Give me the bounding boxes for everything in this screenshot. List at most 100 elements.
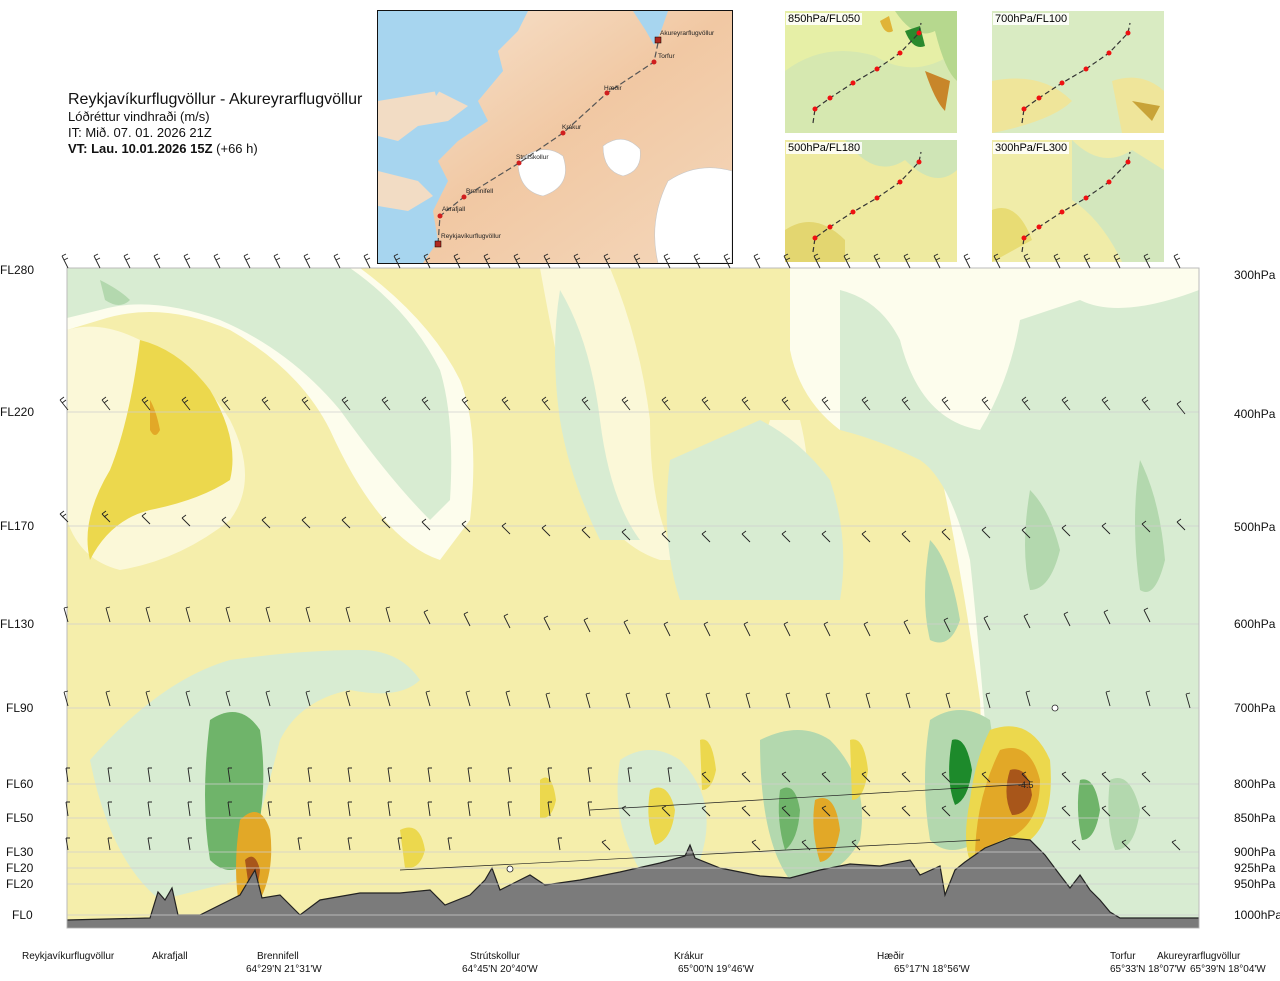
level-right-950hpa: 950hPa bbox=[1234, 877, 1276, 891]
thumbnail-300hpa-map bbox=[992, 140, 1164, 262]
glacier-langjokull bbox=[517, 149, 566, 197]
level-right-900hpa: 900hPa bbox=[1234, 845, 1276, 859]
peninsula-south bbox=[378, 171, 433, 211]
map-label-brennifell: Brennifell bbox=[466, 188, 494, 195]
green-spot-center bbox=[925, 540, 960, 643]
level-right-850hpa: 850hPa bbox=[1234, 811, 1276, 825]
level-right-400hpa: 400hPa bbox=[1234, 407, 1276, 421]
thumbnail-300hpa-label: 300hPa/FL300 bbox=[993, 142, 1070, 154]
coord-haedir: 65°17'N 18°56'W bbox=[894, 964, 970, 975]
gold-spot-east bbox=[850, 739, 868, 800]
wind-barbs bbox=[59, 253, 1191, 873]
level-right-800hpa: 800hPa bbox=[1234, 777, 1276, 791]
marker-akrafjall bbox=[437, 213, 443, 219]
coord-brennifell: 64°29'N 21°31'W bbox=[246, 964, 322, 975]
vertical-velocity-field bbox=[67, 268, 1199, 928]
gold-patch-upper-left bbox=[87, 340, 233, 560]
green-spot-top bbox=[100, 280, 130, 305]
issue-time: IT: Mið. 07. 01. 2026 21Z bbox=[68, 125, 212, 140]
thumbnail-700hpa-label: 700hPa/FL100 bbox=[993, 13, 1070, 25]
station-haedir: Hæðir bbox=[877, 951, 905, 962]
green-spot-torfur bbox=[1108, 778, 1140, 850]
dark-green-torfur bbox=[1077, 779, 1100, 840]
level-left-fl20-925: FL20 bbox=[6, 861, 34, 875]
map-label-haedir: Hæðir bbox=[604, 84, 623, 92]
level-left-fl170: FL170 bbox=[0, 519, 35, 533]
level-left-fl0: FL0 bbox=[12, 908, 33, 922]
station-strutskollur: Strútskollur bbox=[470, 951, 521, 962]
coord-strutskollur: 64°45'N 20°40'W bbox=[462, 964, 538, 975]
thumbnail-500hpa[interactable]: 500hPa/FL180 bbox=[785, 140, 957, 262]
green-column-central bbox=[555, 290, 640, 540]
thumbnail-850hpa-label: 850hPa/FL050 bbox=[786, 13, 863, 25]
thumbnail-500hpa-map bbox=[785, 140, 957, 262]
station-torfur: Torfur bbox=[1110, 951, 1136, 962]
route-map-canvas: Akureyrarflugvöllur Torfur Hæðir Krákur … bbox=[378, 11, 732, 263]
parameter-label: Lóðréttur vindhraði (m/s) bbox=[68, 109, 210, 124]
marker-torfur bbox=[651, 59, 657, 65]
level-right-1000hpa: 1000hPa bbox=[1234, 908, 1280, 922]
route-line bbox=[437, 42, 659, 245]
station-krakur: Krákur bbox=[674, 951, 704, 962]
brown-core-haedir bbox=[1006, 769, 1032, 815]
thumbnail-850hpa-map bbox=[785, 11, 957, 133]
thumbnail-300hpa[interactable]: 300hPa/FL300 bbox=[992, 140, 1164, 262]
map-label-strutskollur: Strútskollur bbox=[516, 154, 549, 161]
level-left-fl50: FL50 bbox=[6, 811, 34, 825]
title-block: Reykjavíkurflugvöllur - Akureyrarflugvöl… bbox=[68, 90, 362, 157]
coord-krakur: 65°00'N 19°46'W bbox=[678, 964, 754, 975]
level-left-fl220: FL220 bbox=[0, 405, 35, 419]
marker-haedir bbox=[604, 90, 610, 96]
marker-akureyrarflugvollur bbox=[654, 36, 662, 44]
route-map: Akureyrarflugvöllur Torfur Hæðir Krákur … bbox=[377, 10, 733, 264]
orange-spot-upper bbox=[150, 400, 160, 435]
level-right-300hpa: 300hPa bbox=[1234, 268, 1276, 282]
level-right-600hpa: 600hPa bbox=[1234, 617, 1276, 631]
level-left-fl130: FL130 bbox=[0, 617, 35, 631]
thumbnail-850hpa[interactable]: 850hPa/FL050 bbox=[785, 11, 957, 133]
coord-akureyrarflugvollur: 65°39'N 18°04'W bbox=[1190, 964, 1266, 975]
level-right-500hpa: 500hPa bbox=[1234, 520, 1276, 534]
thumbnail-700hpa[interactable]: 700hPa/FL100 bbox=[992, 11, 1164, 133]
level-left-fl280: FL280 bbox=[0, 263, 35, 277]
level-right-700hpa: 700hPa bbox=[1234, 701, 1276, 715]
station-akrafjall: Akrafjall bbox=[152, 951, 188, 962]
level-left-fl20-950: FL20 bbox=[6, 877, 34, 891]
map-label-akrafjall: Akrafjall bbox=[442, 206, 466, 213]
green-band-upper-left bbox=[67, 268, 452, 520]
map-label-reykjavikurflugvollur: Reykjavíkurflugvöllur bbox=[441, 233, 502, 240]
level-left-fl90: FL90 bbox=[6, 701, 34, 715]
eyjafjordur bbox=[633, 11, 668, 45]
marker-krakur bbox=[560, 130, 566, 136]
gold-spot-lower bbox=[400, 827, 425, 869]
level-right-925hpa: 925hPa bbox=[1234, 861, 1276, 875]
station-brennifell: Brennifell bbox=[257, 951, 299, 962]
gold-spot-krakur bbox=[700, 739, 716, 790]
lake bbox=[432, 73, 443, 96]
level-left-fl60: FL60 bbox=[6, 777, 34, 791]
peninsula bbox=[378, 91, 468, 141]
terrain-profile bbox=[67, 837, 1199, 928]
green-spot-right-mid bbox=[1025, 490, 1060, 590]
marker-reykjavikurflugvollur bbox=[434, 240, 442, 248]
thumbnail-500hpa-label: 500hPa/FL180 bbox=[786, 142, 863, 154]
marker-brennifell bbox=[461, 194, 467, 200]
map-label-akureyrarflugvollur: Akureyrarflugvöllur bbox=[660, 30, 715, 37]
glacier-hofsjokull bbox=[602, 138, 641, 177]
station-akureyrarflugvollur: Akureyrarflugvöllur bbox=[1157, 951, 1241, 962]
green-field-center-right bbox=[666, 420, 844, 600]
coord-torfur: 65°33'N 18°07'W bbox=[1110, 964, 1186, 975]
gold-patch-krakur bbox=[648, 787, 675, 845]
dark-green-east bbox=[778, 787, 800, 850]
peak-value-label: -4.5 bbox=[1018, 780, 1034, 790]
valid-offset: (+66 h) bbox=[216, 141, 258, 156]
glacier-vatnajokull bbox=[654, 167, 732, 263]
valid-time: VT: Lau. 10.01.2026 15Z (+66 h) bbox=[68, 141, 362, 157]
gold-spot-mid bbox=[540, 777, 556, 819]
map-label-krakur: Krákur bbox=[562, 124, 582, 131]
route-title: Reykjavíkurflugvöllur - Akureyrarflugvöl… bbox=[68, 91, 363, 108]
station-reykjavikurflugvollur: Reykjavíkurflugvöllur bbox=[22, 951, 115, 962]
thumbnail-700hpa-map bbox=[992, 11, 1164, 133]
fjord-north bbox=[458, 11, 488, 41]
